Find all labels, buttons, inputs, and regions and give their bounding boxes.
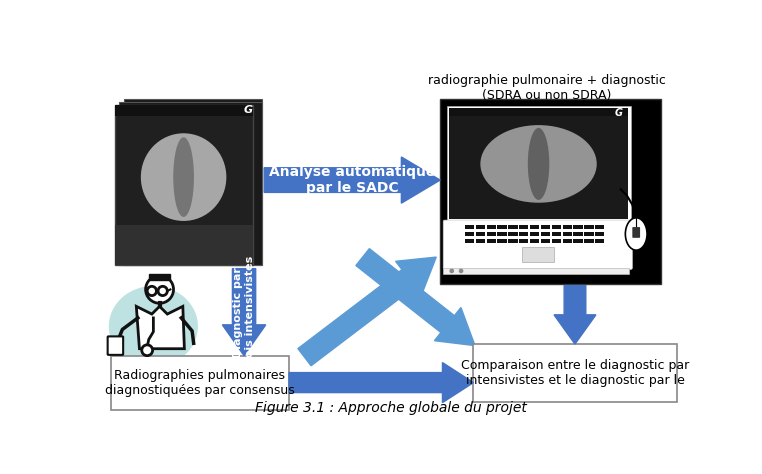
FancyBboxPatch shape	[541, 225, 550, 229]
FancyBboxPatch shape	[450, 109, 629, 116]
FancyBboxPatch shape	[541, 238, 550, 243]
FancyBboxPatch shape	[541, 232, 550, 237]
FancyBboxPatch shape	[114, 225, 252, 265]
Text: G: G	[243, 105, 252, 115]
Polygon shape	[554, 285, 596, 344]
FancyBboxPatch shape	[530, 225, 539, 229]
Polygon shape	[136, 306, 184, 349]
FancyBboxPatch shape	[552, 225, 561, 229]
Text: Figure 3.1 : Approche globale du projet: Figure 3.1 : Approche globale du projet	[255, 401, 527, 415]
FancyBboxPatch shape	[149, 274, 171, 280]
FancyBboxPatch shape	[475, 225, 485, 229]
FancyBboxPatch shape	[519, 238, 529, 243]
FancyBboxPatch shape	[530, 232, 539, 237]
FancyBboxPatch shape	[562, 232, 572, 237]
FancyBboxPatch shape	[508, 225, 517, 229]
Ellipse shape	[141, 133, 226, 221]
FancyBboxPatch shape	[440, 99, 661, 284]
FancyBboxPatch shape	[114, 105, 252, 265]
FancyBboxPatch shape	[114, 105, 252, 116]
FancyBboxPatch shape	[487, 225, 496, 229]
FancyBboxPatch shape	[508, 238, 517, 243]
FancyBboxPatch shape	[110, 356, 289, 410]
FancyBboxPatch shape	[447, 106, 631, 222]
FancyBboxPatch shape	[465, 225, 474, 229]
FancyBboxPatch shape	[465, 232, 474, 237]
Ellipse shape	[626, 218, 647, 250]
FancyBboxPatch shape	[574, 238, 583, 243]
FancyBboxPatch shape	[519, 225, 529, 229]
FancyBboxPatch shape	[107, 337, 123, 355]
FancyBboxPatch shape	[552, 238, 561, 243]
FancyBboxPatch shape	[574, 225, 583, 229]
Text: Radiographies pulmonaires
diagnostiquées par consensus: Radiographies pulmonaires diagnostiquées…	[105, 369, 295, 397]
FancyBboxPatch shape	[120, 102, 262, 265]
FancyBboxPatch shape	[574, 232, 583, 237]
Circle shape	[459, 269, 463, 273]
Text: Comparaison entre le diagnostic par
intensivistes et le diagnostic par le: Comparaison entre le diagnostic par inte…	[461, 359, 689, 387]
Polygon shape	[289, 363, 473, 402]
Polygon shape	[356, 249, 475, 346]
FancyBboxPatch shape	[552, 232, 561, 237]
FancyBboxPatch shape	[584, 232, 594, 237]
FancyBboxPatch shape	[487, 238, 496, 243]
Text: radiographie pulmonaire + diagnostic
(SDRA ou non SDRA): radiographie pulmonaire + diagnostic (SD…	[428, 74, 666, 102]
FancyBboxPatch shape	[595, 225, 604, 229]
Ellipse shape	[480, 125, 597, 203]
Ellipse shape	[173, 137, 194, 217]
FancyBboxPatch shape	[521, 247, 554, 263]
FancyBboxPatch shape	[519, 232, 529, 237]
Circle shape	[450, 269, 454, 273]
Text: G: G	[614, 108, 623, 118]
FancyBboxPatch shape	[508, 232, 517, 237]
Text: Analyse automatique
par le SADC: Analyse automatique par le SADC	[269, 165, 435, 195]
Polygon shape	[298, 257, 437, 366]
FancyBboxPatch shape	[443, 268, 629, 274]
FancyBboxPatch shape	[562, 225, 572, 229]
Polygon shape	[223, 269, 266, 356]
FancyBboxPatch shape	[584, 225, 594, 229]
FancyBboxPatch shape	[450, 109, 629, 219]
FancyBboxPatch shape	[498, 232, 507, 237]
FancyBboxPatch shape	[584, 238, 594, 243]
Ellipse shape	[528, 128, 549, 200]
FancyBboxPatch shape	[632, 227, 640, 238]
FancyBboxPatch shape	[124, 99, 262, 265]
Circle shape	[142, 345, 152, 356]
Text: Diagnostic par
trois intensivistes: Diagnostic par trois intensivistes	[233, 256, 255, 368]
FancyBboxPatch shape	[498, 225, 507, 229]
Ellipse shape	[109, 286, 198, 367]
FancyBboxPatch shape	[498, 238, 507, 243]
Circle shape	[146, 275, 174, 303]
FancyBboxPatch shape	[487, 232, 496, 237]
FancyBboxPatch shape	[475, 232, 485, 237]
FancyBboxPatch shape	[562, 238, 572, 243]
FancyBboxPatch shape	[530, 238, 539, 243]
FancyBboxPatch shape	[473, 344, 677, 402]
Polygon shape	[264, 157, 440, 203]
FancyBboxPatch shape	[595, 238, 604, 243]
FancyBboxPatch shape	[475, 238, 485, 243]
FancyBboxPatch shape	[595, 232, 604, 237]
FancyBboxPatch shape	[443, 220, 632, 269]
FancyBboxPatch shape	[465, 238, 474, 243]
